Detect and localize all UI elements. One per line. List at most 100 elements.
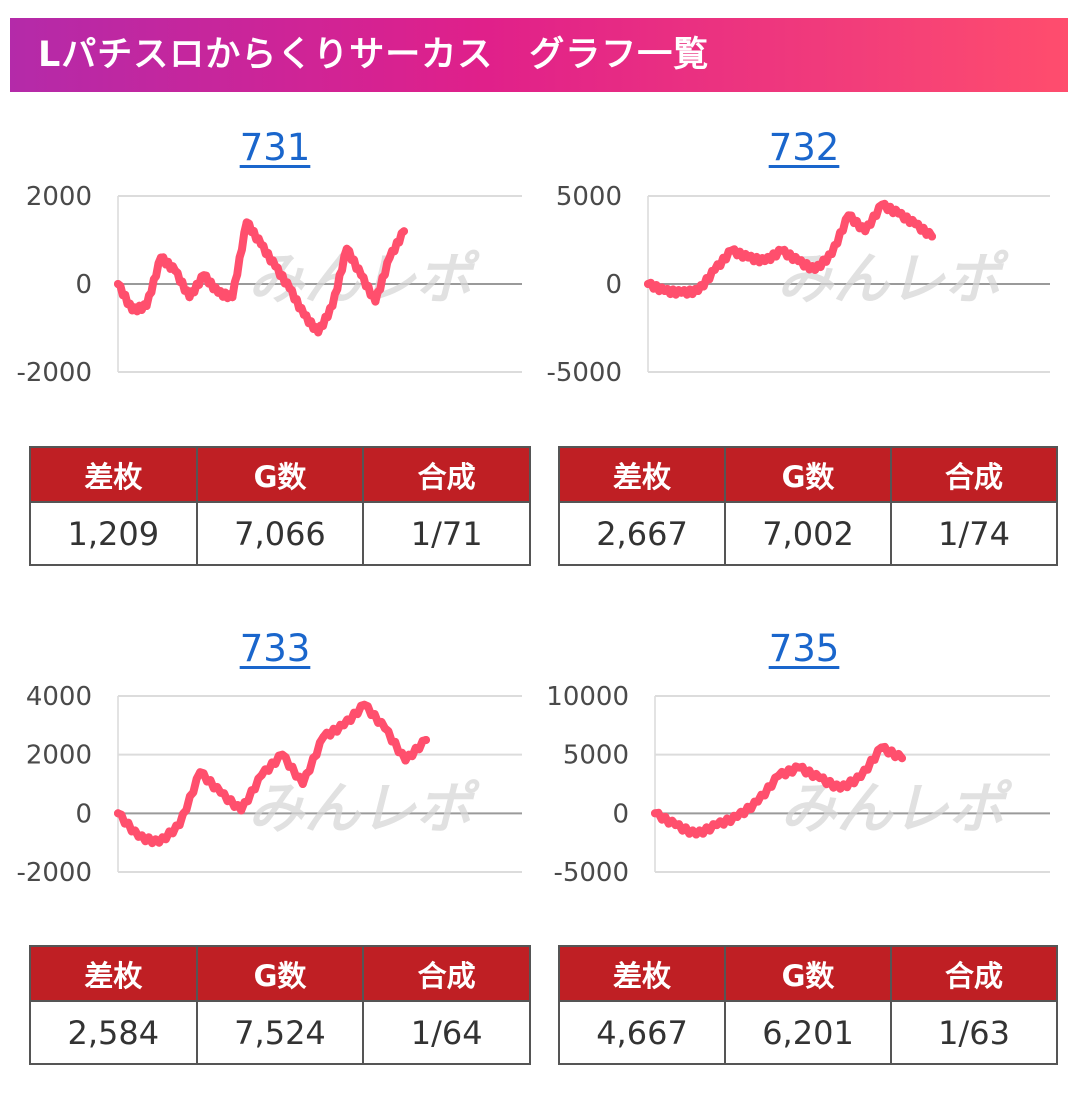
data-point — [319, 733, 328, 742]
data-point — [257, 771, 266, 780]
data-point — [142, 302, 151, 310]
header-rate: 合成 — [362, 945, 531, 1002]
data-point — [710, 265, 719, 274]
header-games: G数 — [724, 945, 892, 1002]
data-point — [794, 257, 803, 266]
machine-link-732[interactable]: 732 — [768, 126, 840, 169]
chart-735: 10000 5000 0 -5000 みんレポ — [546, 682, 1050, 888]
data-point — [744, 253, 753, 262]
value-games: 6,201 — [724, 1000, 892, 1065]
data-point — [827, 250, 836, 259]
value-diff: 2,584 — [29, 1000, 198, 1065]
data-point — [342, 244, 351, 253]
y-tick-label: 0 — [75, 799, 92, 829]
header-games: G数 — [195, 446, 365, 503]
data-point — [911, 220, 920, 229]
header-rate: 合成 — [890, 446, 1058, 503]
y-tick-label: -5000 — [546, 358, 622, 388]
data-point — [257, 240, 265, 249]
value-diff: 4,667 — [558, 1000, 726, 1065]
value-diff: 1,209 — [29, 501, 198, 566]
data-point — [271, 262, 280, 271]
header-diff: 差枚 — [558, 446, 726, 503]
stats-table-733: 差枚 G数 合成 2,584 7,524 1/64 — [29, 945, 531, 1065]
value-games: 7,524 — [195, 1000, 365, 1065]
series-line — [114, 700, 430, 848]
header-games: G数 — [195, 945, 365, 1002]
data-point — [861, 227, 870, 236]
header-diff: 差枚 — [29, 446, 198, 503]
y-tick-label: -2000 — [16, 358, 92, 388]
data-point — [134, 832, 143, 841]
header-rate: 合成 — [362, 446, 531, 503]
data-point — [660, 287, 669, 295]
value-rate: 1/64 — [362, 1000, 531, 1065]
stats-table-731: 差枚 G数 合成 1,209 7,066 1/71 — [29, 446, 531, 566]
data-point — [651, 809, 659, 818]
data-point — [185, 293, 194, 302]
watermark-logo: みんレポ — [777, 247, 1009, 312]
data-point — [242, 218, 251, 227]
data-point — [677, 288, 686, 297]
data-point — [299, 310, 308, 319]
chart-733: 4000 2000 0 -2000 みんレポ — [16, 682, 522, 888]
data-point — [314, 328, 323, 337]
data-point — [175, 821, 184, 830]
data-point — [877, 200, 886, 209]
data-point — [328, 302, 337, 310]
header-diff: 差枚 — [558, 945, 726, 1002]
y-tick-label: 0 — [605, 270, 622, 300]
data-point — [385, 253, 394, 262]
data-point — [694, 287, 703, 295]
data-point — [114, 280, 122, 288]
watermark-logo: みんレポ — [781, 776, 1013, 841]
data-point — [712, 821, 721, 830]
data-point — [836, 784, 845, 793]
data-point — [753, 797, 762, 806]
data-point — [856, 773, 865, 781]
machine-link-735[interactable]: 735 — [768, 627, 840, 670]
data-point — [171, 266, 180, 275]
data-point — [733, 812, 742, 821]
data-point — [844, 211, 853, 220]
y-tick-label: 5000 — [563, 741, 629, 771]
value-diff: 2,667 — [558, 501, 726, 566]
data-point — [727, 246, 736, 255]
data-point — [196, 768, 205, 777]
machine-link-733[interactable]: 733 — [239, 627, 311, 670]
value-rate: 1/71 — [362, 501, 531, 566]
stats-table-735: 差枚 G数 合成 4,667 6,201 1/63 — [558, 945, 1058, 1065]
machine-link-731[interactable]: 731 — [239, 126, 311, 169]
data-point — [795, 763, 804, 772]
page-title: Lパチスロからくりサーカス グラフ一覧 — [38, 35, 710, 75]
data-point — [360, 700, 369, 709]
page-header-banner: Lパチスロからくりサーカス グラフ一覧 — [10, 18, 1068, 92]
header-diff: 差枚 — [29, 945, 198, 1002]
data-point — [216, 788, 225, 797]
data-point — [811, 265, 820, 274]
data-point — [422, 736, 430, 744]
data-point — [815, 774, 824, 783]
data-point — [898, 754, 906, 763]
y-tick-label: -2000 — [16, 858, 92, 888]
data-point — [298, 780, 307, 788]
header-games: G数 — [724, 446, 892, 503]
watermark-logo: みんレポ — [248, 776, 480, 841]
y-tick-label: 2000 — [26, 741, 92, 771]
value-rate: 1/63 — [890, 1000, 1058, 1065]
data-point — [692, 830, 701, 839]
data-point — [278, 750, 287, 759]
y-tick-label: 0 — [75, 270, 92, 300]
data-point — [228, 293, 237, 302]
data-point — [777, 246, 786, 255]
data-point — [237, 806, 246, 815]
data-point — [371, 297, 380, 306]
data-point — [877, 743, 886, 752]
y-tick-label: 5000 — [556, 182, 622, 212]
header-rate: 合成 — [890, 945, 1058, 1002]
stats-table-732: 差枚 G数 合成 2,667 7,002 1/74 — [558, 446, 1058, 566]
data-point — [928, 232, 936, 241]
chart-732: 5000 0 -5000 みんレポ — [546, 182, 1050, 388]
value-rate: 1/74 — [890, 501, 1058, 566]
